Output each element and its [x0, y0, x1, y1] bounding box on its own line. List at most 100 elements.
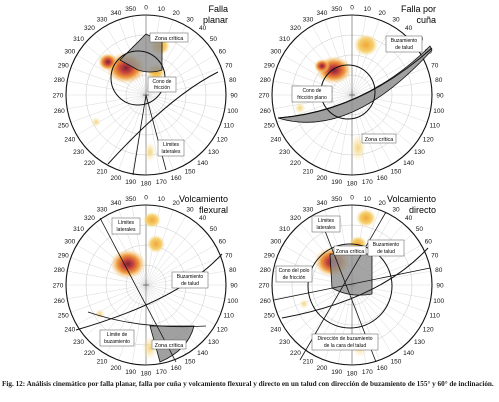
grid-spoke	[118, 94, 147, 171]
azimuth-tick-label: 10	[364, 196, 372, 203]
stereonet-falla-cuna: 0102030405060708090100110120130140150160…	[259, 4, 445, 188]
panel-label: de talud	[395, 45, 413, 51]
azimuth-tick-label: 230	[73, 149, 84, 156]
grid-spoke	[290, 284, 353, 337]
panel-title-line-2: planar	[203, 15, 228, 25]
grid-spoke	[351, 19, 380, 96]
azimuth-tick-label: 70	[431, 252, 439, 259]
azimuth-tick-label: 200	[316, 365, 327, 372]
grid-spoke	[70, 94, 147, 123]
grid-spoke	[76, 284, 147, 326]
azimuth-tick-label: 80	[229, 77, 237, 84]
azimuth-tick-label: 180	[347, 181, 358, 188]
panel-label: Zona crítica	[155, 343, 185, 349]
grid-spoke	[300, 284, 353, 347]
critical-zone	[329, 253, 373, 296]
panel-label: laterales	[317, 225, 336, 231]
figure-number: Fig. 12:	[2, 380, 26, 388]
azimuth-tick-label: 170	[362, 369, 373, 376]
azimuth-tick-label: 80	[435, 77, 443, 84]
azimuth-tick-label: 70	[225, 62, 233, 69]
grid-spoke	[145, 94, 216, 136]
azimuth-tick-label: 220	[290, 160, 301, 167]
azimuth-tick-label: 80	[435, 267, 443, 274]
grid-spoke	[145, 257, 222, 286]
azimuth-tick-label: 260	[260, 108, 271, 115]
grid-spoke	[276, 67, 353, 96]
azimuth-tick-label: 350	[125, 6, 136, 13]
azimuth-tick-label: 260	[54, 298, 65, 305]
panel-label: Buzamiento	[177, 274, 204, 280]
azimuth-tick-label: 330	[97, 16, 108, 23]
azimuth-tick-label: 200	[110, 365, 121, 372]
azimuth-tick-label: 110	[430, 123, 441, 130]
azimuth-tick-label: 310	[73, 226, 84, 233]
azimuth-tick-label: 280	[54, 77, 65, 84]
panel-label: de talud	[181, 281, 199, 287]
azimuth-tick-label: 0	[144, 195, 148, 202]
azimuth-tick-label: 300	[64, 239, 75, 246]
azimuth-tick-label: 150	[185, 359, 196, 366]
azimuth-tick-label: 200	[316, 175, 327, 182]
panel-label: Cono de	[153, 79, 172, 85]
panel-label: Buzamiento	[373, 242, 400, 248]
azimuth-tick-label: 190	[331, 179, 342, 186]
azimuth-tick-label: 290	[264, 62, 275, 69]
azimuth-tick-label: 250	[58, 313, 69, 320]
azimuth-tick-label: 100	[227, 108, 238, 115]
figure-caption: Fig. 12: Análisis cinemático por falla p…	[2, 380, 496, 389]
azimuth-tick-label: 270	[259, 93, 270, 100]
azimuth-tick-label: 350	[331, 196, 342, 203]
azimuth-tick-label: 160	[171, 365, 182, 372]
grid-spoke	[76, 94, 147, 136]
azimuth-tick-label: 290	[264, 252, 275, 259]
panel-label: laterales	[162, 149, 181, 155]
azimuth-tick-label: 350	[125, 196, 136, 203]
panel-label: Cono del polo	[279, 268, 310, 274]
lateral-limit-line	[145, 94, 167, 171]
azimuth-tick-label: 10	[364, 6, 372, 13]
grid-spoke	[67, 270, 147, 286]
grid-spoke	[70, 284, 147, 313]
azimuth-tick-label: 240	[64, 137, 75, 144]
azimuth-tick-label: 300	[270, 239, 281, 246]
azimuth-tick-label: 0	[350, 195, 354, 202]
panel-title-line-1: Falla	[208, 4, 228, 14]
azimuth-tick-label: 50	[210, 36, 218, 43]
dip-limit-line	[87, 311, 207, 328]
azimuth-tick-label: 210	[97, 359, 108, 366]
azimuth-tick-label: 100	[227, 298, 238, 305]
grid-spoke	[67, 94, 147, 110]
azimuth-tick-label: 180	[141, 181, 152, 188]
panel-label: Zona crítica	[336, 249, 366, 255]
azimuth-tick-label: 50	[210, 226, 218, 233]
grid-spoke	[145, 223, 198, 286]
azimuth-tick-label: 40	[405, 215, 413, 222]
panel-label: Límites	[118, 220, 135, 226]
azimuth-tick-label: 280	[260, 267, 271, 274]
azimuth-tick-label: 300	[270, 49, 281, 56]
azimuth-tick-label: 160	[377, 175, 388, 182]
grid-spoke	[67, 284, 147, 300]
grid-spoke	[351, 16, 367, 96]
panel-label: Buzamiento	[391, 38, 418, 44]
azimuth-tick-label: 240	[270, 137, 281, 144]
azimuth-tick-label: 130	[208, 339, 219, 346]
azimuth-tick-label: 90	[230, 283, 238, 290]
azimuth-tick-label: 210	[303, 359, 314, 366]
grid-spoke	[351, 284, 393, 355]
azimuth-tick-label: 350	[331, 6, 342, 13]
azimuth-tick-label: 40	[199, 215, 207, 222]
grid-spoke	[70, 257, 147, 286]
grid-spoke	[337, 284, 353, 364]
lateral-limit-line	[99, 217, 177, 363]
azimuth-tick-label: 110	[224, 313, 235, 320]
azimuth-tick-label: 10	[158, 196, 166, 203]
azimuth-tick-label: 310	[279, 226, 290, 233]
panel-title-line-1: Falla por	[401, 4, 436, 14]
azimuth-tick-label: 0	[144, 5, 148, 12]
azimuth-tick-label: 270	[53, 283, 64, 290]
friction-pole-cone	[307, 243, 393, 329]
